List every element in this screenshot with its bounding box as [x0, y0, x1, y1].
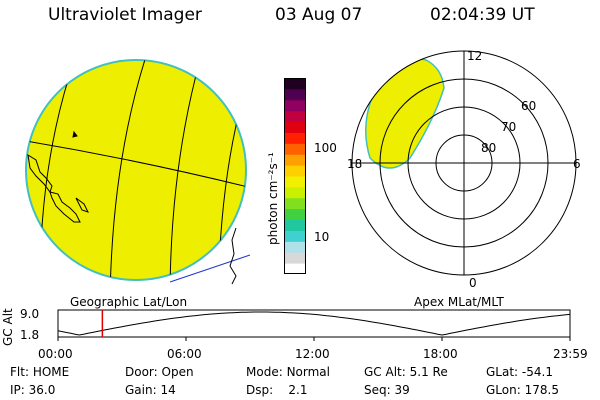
colorbar-segment — [284, 78, 306, 90]
lat-label-80: 80 — [481, 141, 496, 155]
flt-value: HOME — [32, 365, 70, 379]
geographic-map — [25, 59, 251, 285]
info-glat: GLat: -54.1 — [486, 365, 553, 379]
colorbar-segment — [284, 110, 306, 123]
app-title: Ultraviolet Imager — [48, 5, 202, 25]
info-gcalt: GC Alt: 5.1 Re — [364, 365, 448, 379]
colorbar-frame — [284, 78, 306, 274]
mlt-label-0: 0 — [469, 276, 477, 290]
colorbar-segment — [284, 165, 306, 177]
globe-disk — [25, 59, 247, 281]
info-door: Door: Open — [125, 365, 194, 379]
info-gain: Gain: 14 — [125, 383, 176, 397]
glat-value: -54.1 — [521, 365, 553, 379]
info-dsp: Dsp: 2.1 — [246, 383, 308, 397]
parallel-line — [26, 139, 246, 191]
terminator-line — [169, 254, 251, 283]
color-scale-bar — [284, 78, 306, 274]
alt-x-tick-0000: 00:00 — [38, 347, 73, 361]
colorbar-unit-label: photon cm⁻²s⁻¹ — [266, 152, 280, 245]
gcalt-label: GC Alt: — [364, 365, 406, 379]
alt-y-label: GC Alt — [1, 308, 15, 346]
alt-x-tick-1800: 18:00 — [423, 347, 458, 361]
geo-map-label: Geographic Lat/Lon — [70, 295, 188, 309]
mlt-label-6: 6 — [573, 157, 581, 171]
info-flt: Flt: HOME — [10, 365, 69, 379]
colorbar-segment — [284, 186, 306, 199]
meridian-line — [109, 60, 149, 280]
colorbar-segment — [284, 132, 306, 144]
header-time: 02:04:39 UT — [430, 5, 535, 25]
gain-value: 14 — [160, 383, 176, 397]
mlt-label-18: 18 — [347, 157, 362, 171]
aurora-region — [365, 58, 445, 169]
glat-label: GLat: — [486, 365, 519, 379]
colorbar-segment — [284, 219, 306, 231]
colorbar-segment — [284, 208, 306, 221]
colorbar-tick-10: 10 — [314, 230, 330, 244]
colorbar-segment — [284, 197, 306, 210]
mlt-label-12: 12 — [467, 49, 482, 63]
mode-label: Mode: — [246, 365, 283, 379]
glon-value: 178.5 — [524, 383, 559, 397]
altitude-curve — [57, 311, 571, 336]
colorbar-segment — [284, 241, 306, 253]
glon-label: GLon: — [486, 383, 521, 397]
info-glon: GLon: 178.5 — [486, 383, 559, 397]
ip-label: IP: — [10, 383, 25, 397]
coastline — [27, 130, 237, 285]
info-seq: Seq: 39 — [364, 383, 410, 397]
seq-label: Seq: — [364, 383, 391, 397]
colorbar-segment — [284, 143, 306, 155]
meridian-line — [169, 60, 201, 280]
polar-plot-label: Apex MLat/MLT — [414, 295, 504, 309]
colorbar-segment — [284, 121, 306, 133]
info-mode: Mode: Normal — [246, 365, 330, 379]
alt-x-tick-1200: 12:00 — [295, 347, 330, 361]
alt-x-tick-2359: 23:59 — [553, 347, 588, 361]
lat-label-70: 70 — [501, 120, 516, 134]
colorbar-segment — [284, 176, 306, 188]
lat-label-60: 60 — [521, 99, 536, 113]
alt-y-tick-max: 9.0 — [20, 307, 39, 321]
alt-x-tick-0600: 06:00 — [167, 347, 202, 361]
flt-label: Flt: — [10, 365, 29, 379]
header-date: 03 Aug 07 — [275, 5, 363, 25]
door-label: Door: — [125, 365, 158, 379]
colorbar-segment — [284, 99, 306, 112]
altitude-timeline-plot: 9.0 1.8 GC Alt — [1, 307, 571, 346]
colorbar-segment — [284, 88, 306, 101]
ip-value: 36.0 — [28, 383, 56, 397]
alt-y-tick-min: 1.8 — [20, 328, 39, 342]
polar-mlat-mlt-plot: 12 18 6 0 60 70 80 — [347, 49, 581, 290]
colorbar-segment — [284, 252, 306, 264]
door-value: Open — [161, 365, 194, 379]
colorbar-tick-100: 100 — [314, 141, 337, 155]
mode-value: Normal — [286, 365, 330, 379]
seq-value: 39 — [394, 383, 410, 397]
colorbar-segment — [284, 154, 306, 166]
colorbar-segment — [284, 263, 306, 274]
dsp-value: 2.1 — [288, 383, 308, 397]
gcalt-value: 5.1 Re — [409, 365, 448, 379]
dsp-label: Dsp: — [246, 383, 274, 397]
info-ip: IP: 36.0 — [10, 383, 55, 397]
colorbar-segment — [284, 230, 306, 242]
gain-label: Gain: — [125, 383, 157, 397]
altitude-x-ticks — [57, 337, 571, 341]
